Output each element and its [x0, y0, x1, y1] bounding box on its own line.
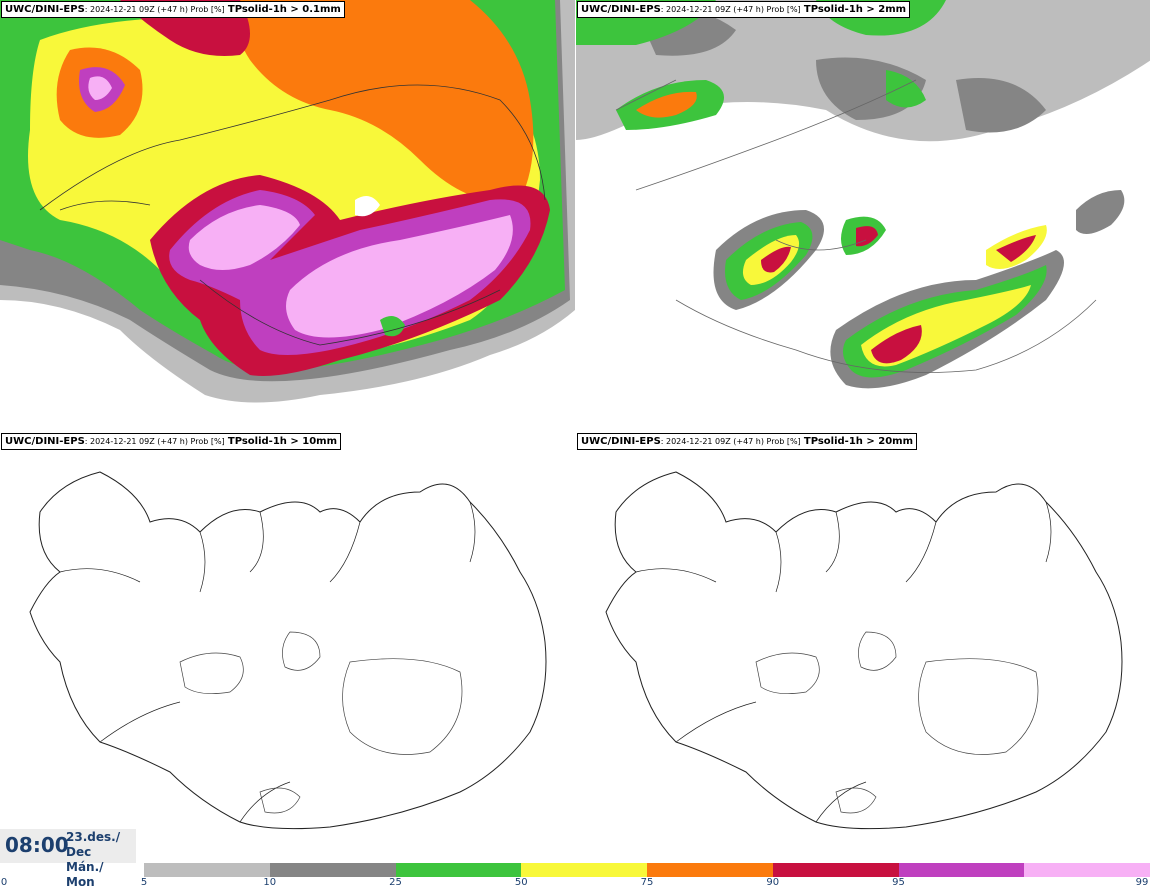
- scale-tick-label: 10: [263, 877, 277, 888]
- scale-segment: [772, 863, 899, 877]
- scale-segment: [269, 863, 396, 877]
- scale-segment: [647, 863, 773, 877]
- valid-date-line2: Mán./ Mon: [66, 860, 104, 889]
- run-meta: : 2024-12-21 09Z (+47 h) Prob [%]: [84, 5, 225, 14]
- scale-tick-label: 50: [514, 877, 528, 888]
- run-meta: : 2024-12-21 09Z (+47 h) Prob [%]: [660, 5, 801, 14]
- map-panel-prob-0.1mm: UWC/DINI-EPS: 2024-12-21 09Z (+47 h) Pro…: [0, 0, 575, 430]
- model-name: UWC/DINI-EPS: [5, 436, 85, 447]
- scale-tick-label: 99: [1135, 877, 1149, 888]
- panel-title: UWC/DINI-EPS: 2024-12-21 09Z (+47 h) Pro…: [577, 433, 918, 450]
- iceland-outline-map: [576, 432, 1150, 862]
- map-panel-prob-20mm: UWC/DINI-EPS: 2024-12-21 09Z (+47 h) Pro…: [576, 432, 1150, 862]
- scale-tick-label: 25: [389, 877, 402, 888]
- run-meta: : 2024-12-21 09Z (+47 h) Prob [%]: [84, 437, 225, 446]
- run-meta: : 2024-12-21 09Z (+47 h) Prob [%]: [660, 437, 801, 446]
- valid-date-line1: 23.des./ Dec: [66, 830, 121, 859]
- scale-segment: [395, 863, 522, 877]
- scale-segment: [1024, 863, 1150, 877]
- panel-title: UWC/DINI-EPS: 2024-12-21 09Z (+47 h) Pro…: [1, 433, 342, 450]
- scale-segment: [521, 863, 647, 877]
- probability-map: [576, 0, 1150, 430]
- variable-threshold: TPsolid-1h > 2mm: [803, 4, 907, 15]
- scale-tick-label: 75: [640, 877, 654, 888]
- panel-title: UWC/DINI-EPS: 2024-12-21 09Z (+47 h) Pro…: [1, 1, 345, 18]
- model-name: UWC/DINI-EPS: [581, 4, 661, 15]
- scale-tick-label: 90: [766, 877, 780, 888]
- scale-segment: [144, 863, 270, 877]
- model-name: UWC/DINI-EPS: [5, 4, 85, 15]
- probability-map: [0, 0, 575, 430]
- scale-segment: [898, 863, 1025, 877]
- variable-threshold: TPsolid-1h > 0.1mm: [227, 4, 341, 15]
- valid-time-box: 08:00 23.des./ Dec Mán./ Mon: [0, 829, 136, 889]
- variable-threshold: TPsolid-1h > 20mm: [803, 436, 914, 447]
- iceland-outline-map: [0, 432, 575, 862]
- map-panel-prob-2mm: UWC/DINI-EPS: 2024-12-21 09Z (+47 h) Pro…: [576, 0, 1150, 430]
- scale-tick-label: 95: [892, 877, 905, 888]
- scale-tick-label: 0: [0, 877, 8, 888]
- valid-date: 23.des./ Dec Mán./ Mon: [66, 830, 136, 890]
- valid-time: 08:00: [5, 833, 69, 857]
- map-panel-prob-10mm: UWC/DINI-EPS: 2024-12-21 09Z (+47 h) Pro…: [0, 432, 575, 862]
- model-name: UWC/DINI-EPS: [581, 436, 661, 447]
- panel-title: UWC/DINI-EPS: 2024-12-21 09Z (+47 h) Pro…: [577, 1, 911, 18]
- probability-color-scale: [144, 863, 1150, 877]
- variable-threshold: TPsolid-1h > 10mm: [227, 436, 338, 447]
- scale-tick-label: 5: [140, 877, 148, 888]
